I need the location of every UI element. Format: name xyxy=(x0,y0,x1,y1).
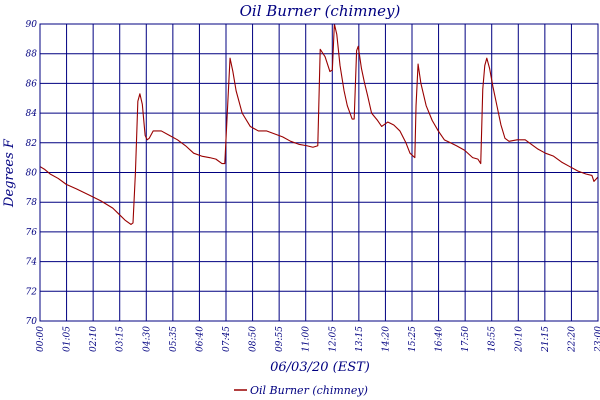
x-tick-label: 00:00 xyxy=(36,326,46,352)
x-tick-label: 23:00 xyxy=(594,326,600,353)
y-tick-label: 74 xyxy=(26,258,38,268)
y-tick-label: 82 xyxy=(26,139,38,149)
x-tick-label: 22:20 xyxy=(567,326,577,353)
x-tick-label: 20:10 xyxy=(514,326,524,353)
x-tick-label: 16:40 xyxy=(435,326,445,352)
x-tick-label: 09:55 xyxy=(275,326,285,352)
series-layer xyxy=(39,23,599,226)
legend: Oil Burner (chimney) xyxy=(234,384,368,397)
x-tick-label: 05:35 xyxy=(169,326,179,352)
y-axis-title: Degrees F xyxy=(2,138,17,208)
x-tick-label: 18:55 xyxy=(488,326,498,352)
y-tick-label: 80 xyxy=(26,169,38,179)
plot-border xyxy=(39,23,599,322)
y-tick-label: 84 xyxy=(26,109,38,119)
y-tick-label: 70 xyxy=(26,317,38,327)
y-tick-label: 78 xyxy=(26,198,38,208)
x-tick-label: 03:15 xyxy=(116,326,126,352)
x-tick-label: 02:10 xyxy=(89,326,99,352)
y-tick-label: 88 xyxy=(26,50,38,60)
x-tick-label: 17:50 xyxy=(461,326,471,352)
x-tick-label: 08:50 xyxy=(249,326,259,352)
x-tick-label: 07:45 xyxy=(222,326,232,352)
chart-title: Oil Burner (chimney) xyxy=(240,2,401,20)
x-tick-label: 01:05 xyxy=(63,326,73,352)
x-tick-label: 11:00 xyxy=(302,326,312,352)
x-tick-label: 15:25 xyxy=(408,326,418,352)
x-tick-label: 14:20 xyxy=(381,326,391,352)
y-tick-label: 86 xyxy=(26,79,38,89)
grid xyxy=(39,23,599,322)
x-axis-ticks: 00:00 01:05 02:10 03:15 04:30 05:35 06:40 07:45… xyxy=(36,326,600,353)
x-tick-label: 06:40 xyxy=(195,326,205,352)
y-tick-label: 90 xyxy=(26,20,38,30)
x-tick-label: 21:15 xyxy=(541,326,551,353)
x-tick-label: 04:30 xyxy=(142,326,152,352)
x-tick-label: 12:05 xyxy=(328,326,338,352)
legend-label: Oil Burner (chimney) xyxy=(250,384,368,397)
series-line xyxy=(39,23,599,226)
y-tick-label: 72 xyxy=(26,287,38,297)
y-axis-ticks: 70 72 74 76 78 80 82 84 86 88 90 xyxy=(26,20,38,327)
x-axis-title: 06/03/20 (EST) xyxy=(270,360,370,375)
y-tick-label: 76 xyxy=(26,228,38,238)
x-tick-label: 13:15 xyxy=(355,326,365,352)
